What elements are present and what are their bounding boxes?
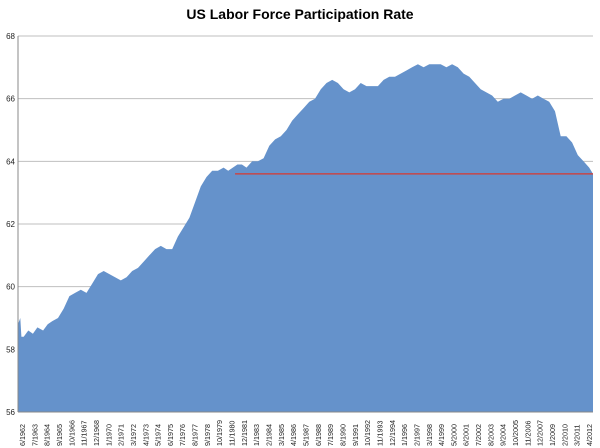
x-tick-label: 11/2006 [523, 421, 532, 446]
x-tick-label: 12/2007 [536, 420, 545, 446]
y-tick-label: 58 [6, 345, 15, 354]
x-tick-label: 6/1988 [314, 424, 323, 446]
y-tick-label: 60 [6, 283, 15, 292]
x-tick-label: 2/1997 [412, 424, 421, 446]
x-tick-label: 7/1963 [30, 424, 39, 446]
x-tick-label: 5/1987 [302, 424, 311, 446]
x-tick-label: 12/1981 [240, 420, 249, 446]
x-tick-label: 4/1999 [437, 424, 446, 446]
x-tick-label: 10/2005 [511, 420, 520, 446]
x-tick-label: 8/2003 [486, 424, 495, 446]
x-tick-label: 9/1978 [203, 424, 212, 446]
x-tick-label: 9/1991 [351, 424, 360, 446]
x-tick-label: 11/1980 [228, 421, 237, 446]
x-tick-label: 10/1992 [363, 420, 372, 446]
x-tick-label: 3/1985 [277, 424, 286, 446]
x-tick-label: 11/1967 [80, 421, 89, 446]
x-tick-label: 6/2001 [462, 424, 471, 446]
x-tick-label: 8/1964 [43, 424, 52, 446]
area-series [18, 64, 593, 412]
x-tick-label: 3/1972 [129, 424, 138, 446]
x-tick-label: 1/1996 [400, 424, 409, 446]
x-tick-label: 3/1998 [425, 424, 434, 446]
x-tick-label: 10/1966 [67, 420, 76, 446]
y-tick-label: 66 [6, 95, 15, 104]
x-tick-label: 8/1977 [191, 424, 200, 446]
participation-rate-area [18, 64, 593, 412]
x-tick-label: 7/1989 [326, 424, 335, 446]
x-tick-label: 12/1994 [388, 420, 397, 446]
x-tick-label: 4/1986 [289, 424, 298, 446]
y-tick-label: 56 [6, 408, 15, 417]
y-tick-label: 68 [6, 32, 15, 41]
x-tick-label: 3/2011 [573, 425, 582, 446]
x-tick-label: 2/1971 [117, 424, 126, 446]
y-tick-label: 62 [6, 220, 15, 229]
x-tick-label: 5/1974 [154, 424, 163, 446]
chart-title: US Labor Force Participation Rate [186, 6, 414, 22]
x-tick-label: 7/1976 [178, 424, 187, 446]
x-tick-label: 12/1968 [92, 420, 101, 446]
x-tick-label: 6/1962 [18, 424, 27, 446]
x-tick-label: 1/1983 [252, 424, 261, 446]
x-tick-label: 9/1965 [55, 424, 64, 446]
x-tick-label: 8/1990 [338, 424, 347, 446]
x-tick-label: 10/1979 [215, 420, 224, 446]
x-axis-ticks: 6/1962 7/1963 8/1964 9/1965 10/1966 11/1967 12… [18, 420, 594, 446]
x-tick-label: 1/1970 [104, 424, 113, 446]
x-tick-label: 5/2000 [449, 424, 458, 446]
x-tick-label: 4/1973 [141, 424, 150, 446]
x-tick-label: 11/1993 [375, 421, 384, 446]
x-tick-label: 2/1984 [265, 424, 274, 446]
x-tick-label: 7/2002 [474, 424, 483, 446]
x-tick-label: 4/2012 [585, 424, 594, 446]
x-tick-label: 1/2009 [548, 424, 557, 446]
x-tick-label: 2/2010 [560, 424, 569, 446]
y-tick-label: 64 [6, 157, 15, 166]
axes [17, 36, 593, 413]
x-tick-label: 9/2004 [499, 424, 508, 446]
y-axis-ticks: 56 58 60 62 64 66 68 [6, 32, 15, 417]
x-tick-label: 6/1975 [166, 424, 175, 446]
